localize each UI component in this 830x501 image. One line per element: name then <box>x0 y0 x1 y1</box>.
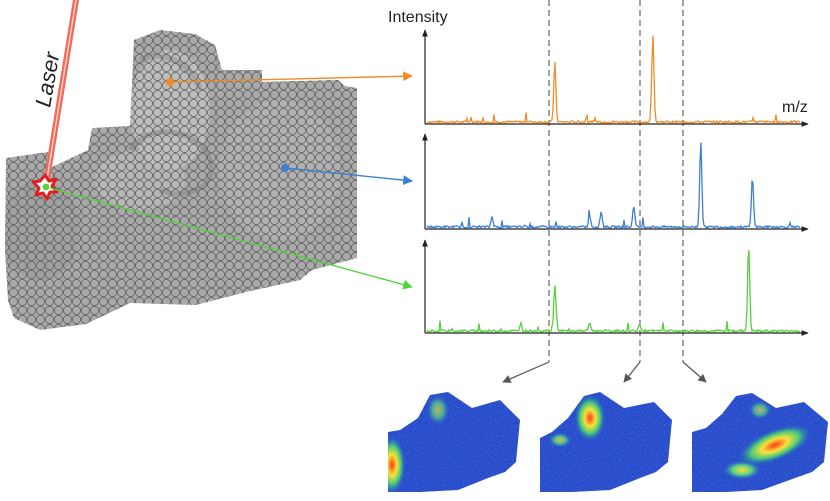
intensity-axis-label: Intensity <box>388 9 448 26</box>
ion-image-2 <box>540 392 672 492</box>
blue-spectrum-trace <box>426 142 801 230</box>
mz-axis-label: m/z <box>782 99 808 116</box>
spectrum-axes <box>422 29 809 336</box>
green-connector-arrow <box>49 187 413 290</box>
ion-image-2-hotspot <box>574 394 606 442</box>
green-spectrum-trace <box>426 249 801 334</box>
ion-image-3 <box>692 393 828 492</box>
arrow-to-ion-image-2 <box>623 361 641 383</box>
ion-image-1-hotspot <box>388 435 406 492</box>
arrow-to-ion-image-1 <box>502 361 550 383</box>
ion-image-1 <box>388 392 520 492</box>
dashed-guides <box>548 0 684 362</box>
laser-beam <box>43 0 79 188</box>
orange-spectrum-trace <box>426 35 801 125</box>
laser-impact-star <box>31 173 59 201</box>
blue-connector-arrow <box>284 167 413 185</box>
orange-connector-arrow <box>169 71 413 83</box>
ion-image-3-hotspot <box>737 423 813 467</box>
arrow-to-ion-image-3 <box>682 361 707 383</box>
